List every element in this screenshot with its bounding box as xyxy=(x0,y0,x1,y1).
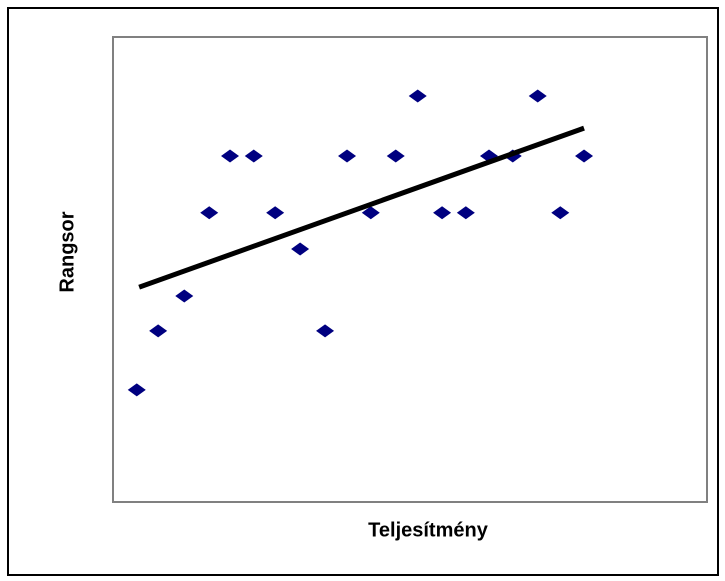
data-point xyxy=(575,149,594,163)
data-point xyxy=(456,206,475,220)
data-point xyxy=(316,324,335,338)
data-point xyxy=(266,206,285,220)
data-point xyxy=(386,149,405,163)
data-point xyxy=(433,206,452,220)
x-axis-label: Teljesítmény xyxy=(368,519,489,541)
y-axis-label: Rangsor xyxy=(56,211,78,292)
data-point xyxy=(175,289,194,303)
data-point xyxy=(361,206,380,220)
plot-area xyxy=(112,36,708,503)
data-point xyxy=(338,149,357,163)
data-point xyxy=(291,242,310,256)
data-point xyxy=(528,89,547,103)
data-point xyxy=(149,324,168,338)
data-point xyxy=(200,206,219,220)
data-point xyxy=(221,149,240,163)
data-point xyxy=(408,89,427,103)
data-point xyxy=(244,149,263,163)
trendline xyxy=(138,125,585,290)
data-point xyxy=(551,206,570,220)
data-point xyxy=(127,383,146,397)
